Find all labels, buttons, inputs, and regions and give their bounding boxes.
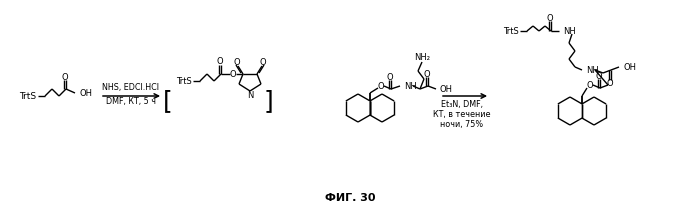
Text: NH₂: NH₂	[414, 53, 430, 62]
Text: NH: NH	[586, 66, 598, 75]
Text: TrtS: TrtS	[176, 76, 192, 85]
Text: O: O	[607, 78, 613, 88]
Text: O: O	[260, 57, 266, 67]
Text: O: O	[217, 56, 223, 66]
Text: O: O	[234, 57, 240, 67]
Text: N: N	[247, 90, 253, 99]
Text: TrtS: TrtS	[19, 91, 36, 101]
Text: ночи, 75%: ночи, 75%	[440, 119, 484, 129]
Text: КТ, в течение: КТ, в течение	[433, 110, 491, 118]
Text: OH: OH	[80, 89, 93, 97]
Text: O: O	[596, 71, 602, 81]
Text: OH: OH	[623, 62, 636, 71]
Text: O: O	[378, 82, 384, 90]
Text: NHS, EDCl.HCl: NHS, EDCl.HCl	[102, 82, 160, 91]
Text: OH: OH	[440, 84, 453, 94]
Text: O: O	[424, 69, 430, 78]
Text: O: O	[587, 81, 594, 89]
Text: NH: NH	[404, 82, 416, 90]
Text: TrtS: TrtS	[503, 27, 519, 35]
Text: ФИГ. 30: ФИГ. 30	[325, 193, 375, 203]
Text: O: O	[62, 73, 69, 82]
Text: O: O	[547, 14, 553, 22]
Text: O: O	[386, 73, 393, 82]
Text: [: [	[163, 89, 173, 113]
Text: NH: NH	[563, 27, 575, 35]
Text: Et₃N, DMF,: Et₃N, DMF,	[441, 99, 483, 109]
Text: O: O	[230, 69, 237, 78]
Text: DMF, КТ, 5 ч: DMF, КТ, 5 ч	[106, 96, 156, 105]
Text: ]: ]	[263, 89, 273, 113]
